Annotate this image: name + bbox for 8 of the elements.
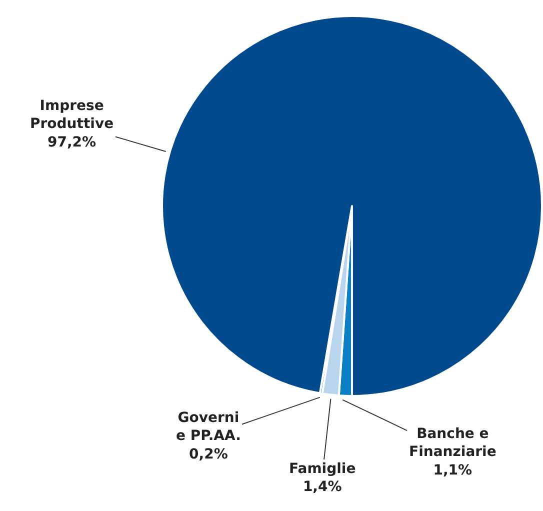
slice-label: Banche e Finanziarie: [409, 426, 496, 460]
slice-label: Famiglie: [289, 461, 356, 477]
data-label: 97,2%: [48, 134, 96, 150]
data-label: 1,4%: [302, 479, 342, 496]
data-label: 0,2%: [189, 446, 228, 462]
data-label: 1,1%: [433, 462, 472, 478]
slice-label: Governi e PP.AA.: [176, 410, 241, 444]
slice-label: Imprese Produttive: [30, 98, 114, 132]
